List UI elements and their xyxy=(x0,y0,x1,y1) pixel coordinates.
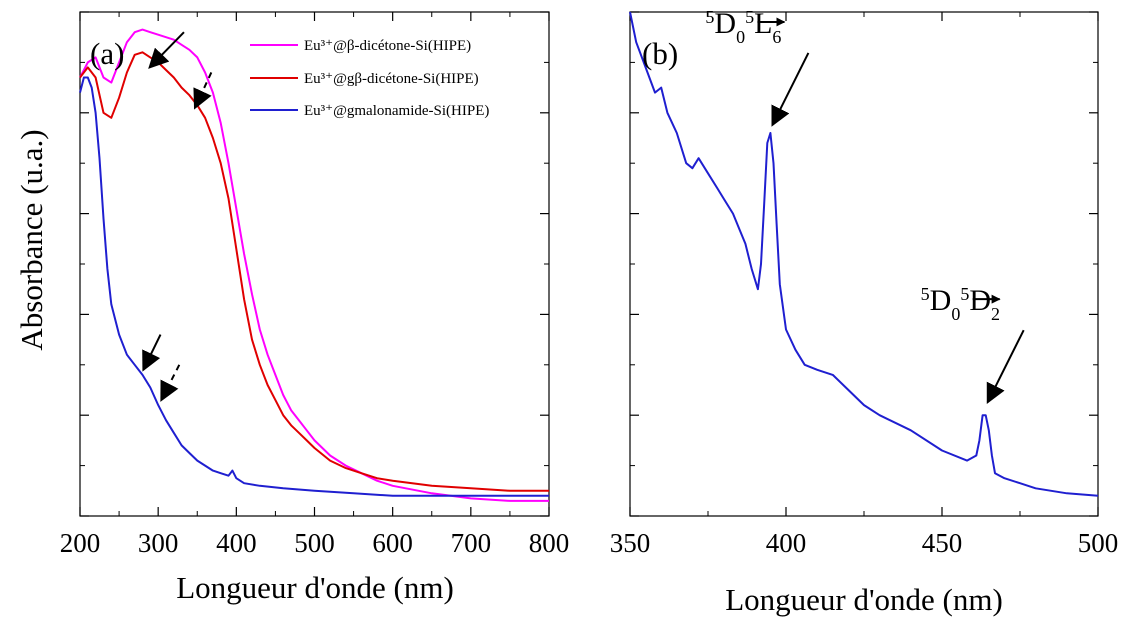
series-line-0 xyxy=(629,11,1099,497)
panel-b-ticks: 350 400 450 500 xyxy=(610,11,1119,558)
dashed-arrow-1 xyxy=(193,72,213,110)
panel-a-x-axis-title: Longueur d'onde (nm) xyxy=(176,570,454,605)
x-tick-label: 200 xyxy=(60,528,101,558)
x-tick-label: 700 xyxy=(451,528,492,558)
x-tick-label: 300 xyxy=(138,528,179,558)
x-tick-label: 600 xyxy=(372,528,413,558)
transition-label: 5D05D2 xyxy=(921,284,1000,324)
y-axis-title: Absorbance (u.a.) xyxy=(14,129,49,350)
legend-label-0: Eu³⁺@β-dicétone-Si(HIPE) xyxy=(304,38,471,54)
series-line-0 xyxy=(79,28,549,502)
series-line-1 xyxy=(79,51,549,492)
solid-arrow-2 xyxy=(142,334,162,372)
x-tick-label: 500 xyxy=(1078,528,1119,558)
transition-annotation-1: 5D05D2 xyxy=(921,284,1025,404)
panel-b-annotations: 5D05L6 5D05D2 xyxy=(705,7,1025,404)
x-tick-label: 350 xyxy=(610,528,651,558)
panel-a-ticks: 200 300 400 500 600 700 800 xyxy=(60,11,570,558)
series-line-2 xyxy=(79,76,549,497)
x-tick-label: 400 xyxy=(766,528,807,558)
panel-a-arrows xyxy=(142,31,213,402)
x-tick-label: 500 xyxy=(294,528,335,558)
panel-a: 200 300 400 500 600 700 800 (a) Eu³⁺@β-dicéton… xyxy=(60,11,570,605)
panel-b-frame xyxy=(629,11,1099,517)
legend-label-2: Eu³⁺@gmalonamide-Si(HIPE) xyxy=(304,103,489,119)
legend: Eu³⁺@β-dicétone-Si(HIPE) Eu³⁺@gβ-dicéton… xyxy=(250,38,489,119)
panel-b-label: (b) xyxy=(642,36,678,71)
panel-a-label: (a) xyxy=(90,36,124,71)
solid-arrow-0 xyxy=(148,31,185,69)
transition-label: 5D05L6 xyxy=(705,7,781,47)
x-tick-label: 800 xyxy=(529,528,570,558)
panel-b-series xyxy=(629,11,1099,497)
panel-b-x-axis-title: Longueur d'onde (nm) xyxy=(725,582,1003,617)
x-tick-label: 400 xyxy=(216,528,257,558)
peak-pointer-arrow xyxy=(986,329,1025,404)
legend-label-1: Eu³⁺@gβ-dicétone-Si(HIPE) xyxy=(304,71,479,87)
transition-annotation-0: 5D05L6 xyxy=(705,7,810,127)
peak-pointer-arrow xyxy=(771,52,810,127)
panel-b: 350 400 450 500 5D05L6 5D05D2 (b) Longueur d… xyxy=(610,7,1119,617)
x-tick-label: 450 xyxy=(922,528,963,558)
dashed-arrow-3 xyxy=(160,364,181,402)
panel-a-series xyxy=(79,28,549,502)
